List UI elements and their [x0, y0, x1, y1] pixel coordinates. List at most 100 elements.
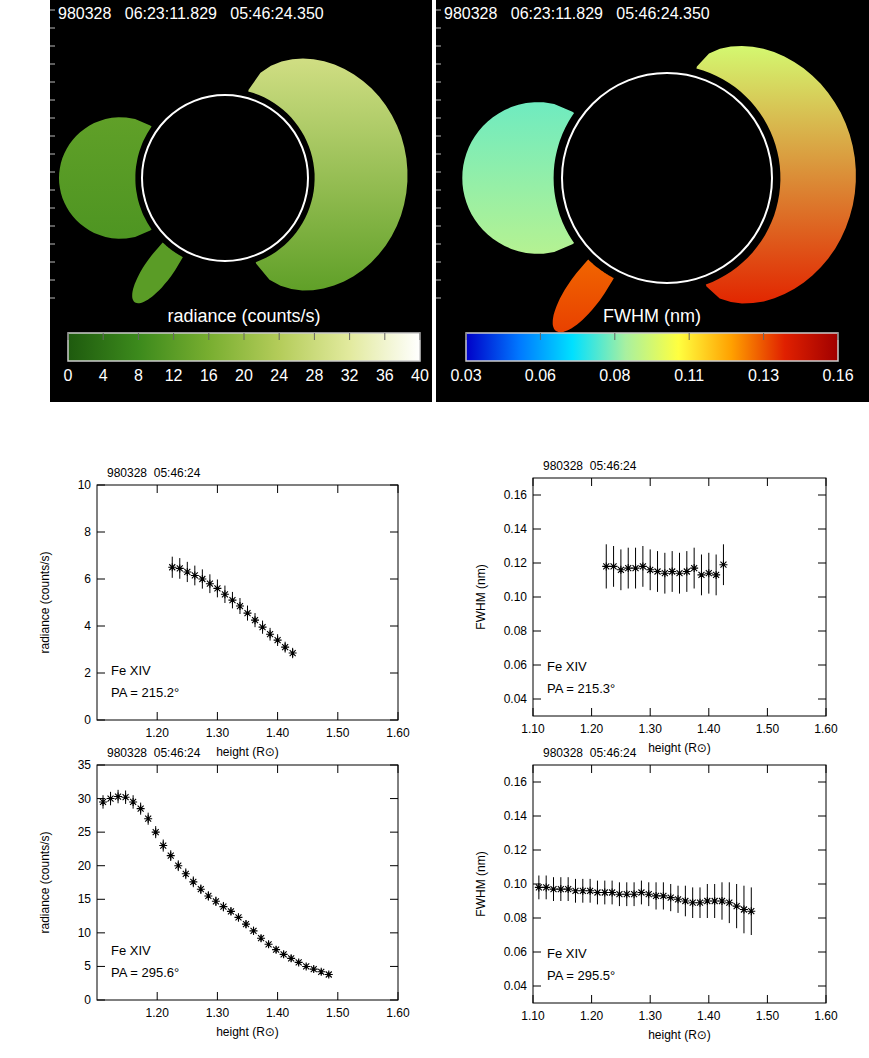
y-tick-label: 0.08 [504, 624, 528, 638]
colorbar-tick-label: 24 [270, 367, 288, 384]
x-tick [591, 995, 592, 1003]
y-tick [390, 626, 398, 627]
image-edge-tick [436, 298, 441, 299]
x-tick-label: 1.50 [756, 722, 780, 736]
corona-lobe [248, 59, 407, 291]
x-tick-label: 1.40 [266, 1006, 290, 1020]
image-edge-tick [50, 136, 55, 137]
data-point [266, 630, 274, 638]
image-panel: 980328 06:23:11.829 05:46:24.350radiance… [50, 0, 432, 402]
image-edge-tick [50, 118, 55, 119]
colorbar-tick [420, 333, 421, 340]
y-tick [818, 918, 826, 919]
data-point [250, 927, 258, 935]
data-point [176, 564, 184, 572]
y-tick [390, 865, 398, 866]
x-tick [650, 995, 651, 1003]
data-point [212, 897, 220, 905]
colorbar-tick-label: 32 [341, 367, 359, 384]
y-tick [818, 529, 826, 530]
data-point [719, 561, 727, 569]
image-edge-tick [436, 82, 441, 83]
y-tick [533, 952, 541, 953]
data-point [251, 616, 259, 624]
plot-panel: 980328 05:46:241.101.201.301.401.501.600… [474, 459, 838, 755]
y-tick [97, 966, 105, 967]
data-point [725, 899, 733, 907]
data-point [174, 862, 182, 870]
x-tick-label: 1.20 [146, 1006, 170, 1020]
data-point [152, 828, 160, 836]
x-tick [157, 992, 158, 1000]
data-point [674, 895, 682, 903]
colorbar-tick [384, 333, 385, 340]
data-point [602, 562, 610, 570]
x-tick [533, 708, 534, 716]
colorbar-tick-label: 36 [376, 367, 394, 384]
x-tick [157, 712, 158, 720]
data-point [302, 962, 310, 970]
y-tick [533, 597, 541, 598]
y-tick [97, 865, 105, 866]
plot-panel: 980328 05:46:241.201.301.401.501.6002468… [38, 466, 410, 759]
y-tick [533, 816, 541, 817]
figure: 980328 06:23:11.829 05:46:24.350radiance… [0, 0, 869, 1058]
y-tick-label: 0.10 [504, 877, 528, 891]
data-point [221, 590, 229, 598]
y-tick [533, 699, 541, 700]
plot-frame [533, 478, 826, 716]
data-point [542, 883, 550, 891]
annotation: Fe XIV [111, 663, 151, 678]
y-tick-label: 0.04 [504, 979, 528, 993]
x-tick [337, 992, 338, 1000]
image-header: 980328 06:23:11.829 05:46:24.350 [58, 5, 324, 22]
data-point [114, 793, 122, 801]
y-tick-label: 15 [78, 892, 92, 906]
plot-title: 980328 05:46:24 [107, 746, 201, 760]
y-tick [818, 665, 826, 666]
data-point [281, 643, 289, 651]
data-point [676, 569, 684, 577]
data-point [159, 842, 167, 850]
data-point [624, 564, 632, 572]
y-tick-label: 0.10 [504, 590, 528, 604]
y-tick-label: 0.06 [504, 945, 528, 959]
solar-limb [562, 73, 772, 283]
data-group [602, 544, 727, 595]
y-tick [97, 485, 105, 486]
colorbar-tick [244, 333, 245, 340]
data-group [99, 790, 333, 979]
corona-lobe [462, 102, 574, 254]
colorbar-tick [279, 333, 280, 340]
x-tick [708, 995, 709, 1003]
image-edge-tick [50, 10, 55, 11]
annotation: PA = 295.6° [111, 965, 179, 980]
data-point [639, 562, 647, 570]
data-point [242, 920, 250, 928]
y-tick-label: 5 [84, 959, 91, 973]
data-point [137, 805, 145, 813]
y-tick-label: 2 [84, 666, 91, 680]
y-tick [818, 597, 826, 598]
y-tick [97, 765, 105, 766]
x-tick [767, 765, 768, 773]
data-point [274, 636, 282, 644]
x-tick [826, 765, 827, 773]
data-point [630, 890, 638, 898]
y-tick [97, 532, 105, 533]
x-tick [277, 485, 278, 493]
data-point [317, 968, 325, 976]
plot-title: 980328 05:46:24 [543, 746, 637, 760]
data-point [99, 798, 107, 806]
data-point [191, 571, 199, 579]
x-tick [533, 995, 534, 1003]
annotation: Fe XIV [547, 659, 587, 674]
plot-title: 980328 05:46:24 [543, 459, 637, 473]
y-tick-label: 4 [84, 619, 91, 633]
data-point [168, 563, 176, 571]
x-tick-label: 1.40 [697, 722, 721, 736]
colorbar [68, 333, 420, 361]
y-tick [818, 631, 826, 632]
colorbar-tick [614, 333, 615, 340]
data-group [535, 876, 755, 936]
